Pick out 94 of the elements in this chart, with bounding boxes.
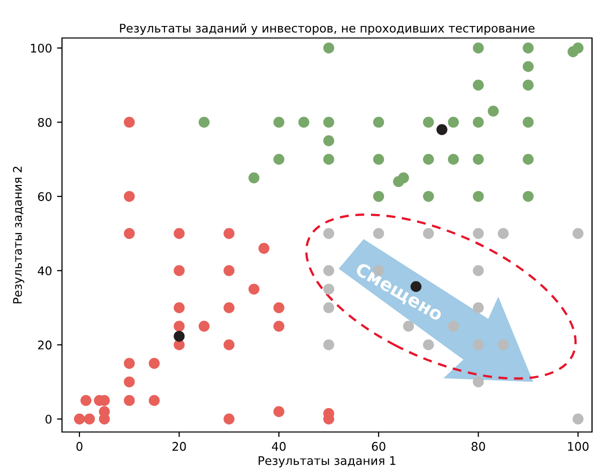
y-tick-label: 20: [38, 340, 52, 350]
point: [174, 228, 185, 239]
point: [422, 339, 434, 350]
point: [472, 42, 484, 54]
point: [436, 124, 448, 136]
point: [224, 302, 234, 314]
point: [448, 154, 459, 165]
point: [522, 154, 534, 165]
point: [124, 116, 135, 128]
point: [472, 190, 484, 202]
x-tick-label: 20: [172, 442, 186, 451]
point: [273, 320, 284, 332]
point: [124, 190, 135, 202]
x-axis-title: Результаты задания 1: [258, 456, 396, 468]
point: [74, 414, 85, 424]
point: [398, 172, 409, 184]
point: [198, 116, 210, 128]
point: [373, 190, 384, 202]
y-tick-label: 60: [38, 192, 52, 202]
point: [472, 116, 484, 128]
point: [472, 80, 484, 91]
point: [522, 61, 534, 72]
point: [174, 302, 185, 314]
point: [98, 414, 110, 424]
point: [174, 265, 185, 276]
point: [522, 116, 534, 128]
point: [273, 116, 284, 128]
point: [448, 320, 459, 332]
point: [258, 242, 270, 254]
x-tick-label: 60: [372, 442, 386, 451]
point: [148, 358, 160, 369]
point: [472, 265, 484, 276]
point: [448, 116, 459, 128]
point: [273, 302, 284, 314]
point: [224, 228, 234, 239]
point: [323, 116, 334, 128]
point: [198, 320, 210, 332]
point: [224, 339, 234, 350]
point: [124, 358, 135, 369]
point: [472, 302, 484, 314]
point: [522, 80, 534, 91]
point: [498, 228, 509, 239]
y-axis-title: Результаты задания 2: [12, 166, 24, 304]
point: [488, 106, 499, 117]
point: [298, 116, 310, 128]
point: [174, 320, 185, 332]
point: [148, 394, 160, 406]
point: [472, 339, 484, 350]
point: [323, 284, 334, 295]
point: [572, 42, 584, 54]
point: [323, 228, 334, 239]
point: [403, 320, 414, 332]
point: [522, 190, 534, 202]
point: [422, 116, 434, 128]
point: [174, 330, 185, 342]
point: [373, 154, 384, 165]
point: [422, 154, 434, 165]
point: [373, 116, 384, 128]
y-tick-label: 100: [31, 44, 52, 53]
point: [422, 228, 434, 239]
x-tick-label: 0: [76, 442, 82, 451]
y-tick-label: 80: [38, 118, 52, 127]
point: [248, 172, 260, 184]
x-tick-label: 100: [568, 442, 589, 451]
point: [472, 376, 484, 388]
point: [124, 228, 135, 239]
point: [323, 302, 334, 314]
point: [498, 339, 509, 350]
point: [373, 228, 384, 239]
point: [572, 414, 584, 424]
chart-title: Результаты заданий у инвесторов, не проходивших тестирование: [120, 24, 534, 35]
point: [224, 265, 234, 276]
y-tick-label: 40: [38, 266, 52, 276]
x-tick-label: 40: [272, 442, 286, 451]
point: [124, 394, 135, 406]
point: [422, 190, 434, 202]
point: [323, 135, 334, 146]
point: [80, 394, 92, 406]
point: [84, 414, 95, 424]
point: [323, 154, 334, 165]
point: [522, 42, 534, 54]
point: [273, 154, 284, 165]
point: [472, 154, 484, 165]
point: [323, 339, 334, 350]
point: [472, 228, 484, 239]
point: [323, 265, 334, 276]
point: [323, 42, 334, 54]
y-tick-label: 0: [46, 414, 52, 424]
point: [248, 284, 260, 295]
x-tick-label: 80: [472, 442, 486, 451]
point: [124, 376, 135, 388]
point: [224, 414, 234, 424]
point: [273, 406, 284, 418]
point: [572, 228, 584, 239]
